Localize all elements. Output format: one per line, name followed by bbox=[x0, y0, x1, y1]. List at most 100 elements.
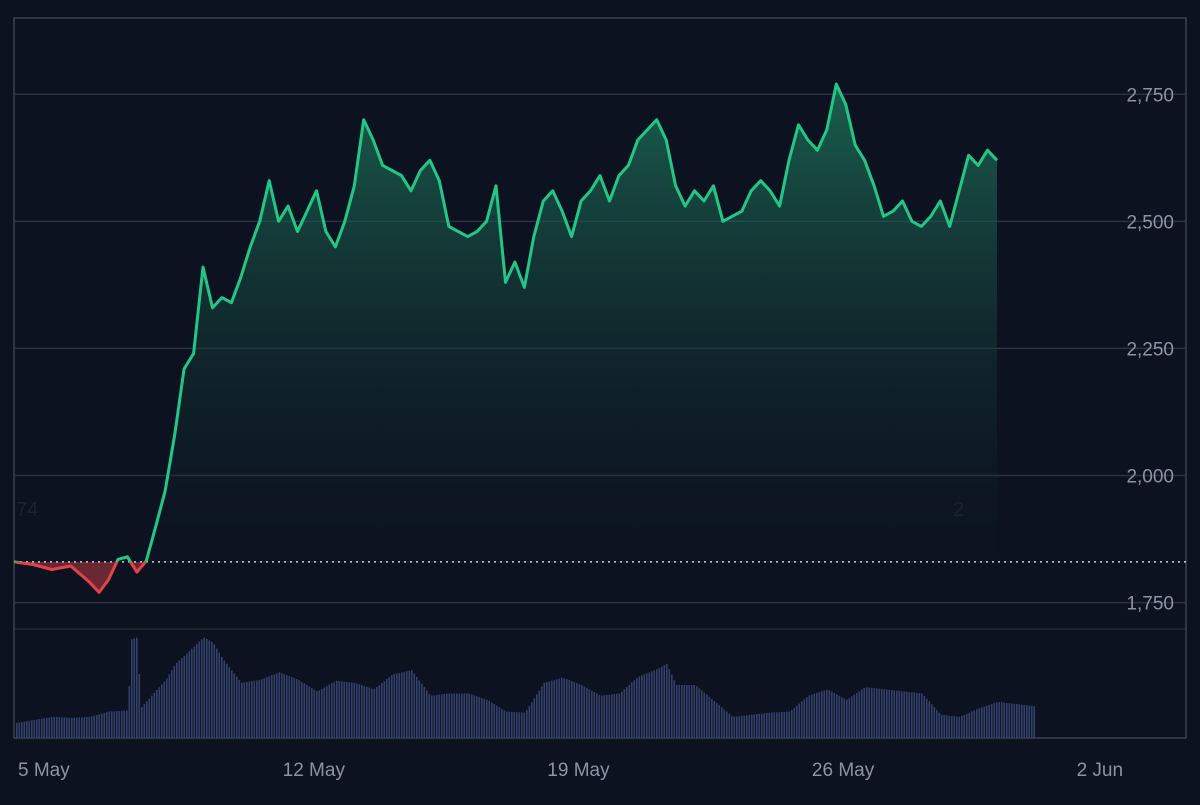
volume-bar bbox=[266, 677, 268, 738]
volume-bar bbox=[23, 721, 26, 738]
volume-bar bbox=[153, 692, 156, 738]
volume-bar bbox=[41, 718, 43, 738]
volume-bar bbox=[106, 712, 108, 738]
volume-bar bbox=[931, 704, 933, 738]
volume-bar bbox=[406, 671, 408, 738]
volume-bar bbox=[426, 690, 428, 738]
volume-bar bbox=[693, 685, 696, 738]
volume-bar bbox=[138, 674, 141, 738]
volume-bar bbox=[481, 697, 483, 738]
volume-bar bbox=[226, 663, 228, 738]
volume-bar bbox=[53, 716, 56, 738]
volume-bar bbox=[398, 672, 401, 738]
volume-bar bbox=[388, 677, 391, 738]
volume-bar bbox=[878, 688, 881, 738]
volume-bar bbox=[33, 719, 36, 738]
volume-bar bbox=[1018, 704, 1021, 738]
volume-bar bbox=[846, 699, 848, 738]
volume-bar bbox=[933, 707, 936, 738]
volume-bar bbox=[526, 710, 528, 738]
volume-bar bbox=[806, 697, 808, 738]
volume-bar bbox=[771, 712, 773, 738]
volume-bar bbox=[746, 715, 748, 738]
volume-bar bbox=[428, 693, 431, 738]
volume-bar bbox=[683, 685, 686, 738]
volume-bar bbox=[56, 717, 58, 738]
volume-bar bbox=[211, 641, 213, 738]
volume-bar bbox=[536, 694, 538, 738]
volume-bar bbox=[611, 694, 613, 738]
volume-bar bbox=[278, 672, 281, 738]
volume-bar bbox=[831, 691, 833, 738]
volume-bar bbox=[111, 711, 113, 738]
volume-bar bbox=[643, 674, 646, 738]
x-tick-label: 2 Jun bbox=[1077, 760, 1123, 781]
volume-bar bbox=[1026, 705, 1028, 738]
volume-bar bbox=[161, 684, 163, 738]
volume-bar bbox=[631, 682, 633, 738]
volume-bar bbox=[368, 687, 371, 738]
volume-bar bbox=[126, 710, 128, 738]
volume-bar bbox=[706, 694, 708, 738]
volume-bar bbox=[976, 709, 978, 738]
volume-bar bbox=[828, 690, 831, 738]
volume-bar bbox=[413, 673, 416, 738]
x-tick-label: 19 May bbox=[547, 760, 610, 781]
y-tick-label: 2,500 bbox=[1126, 212, 1174, 233]
volume-bar bbox=[646, 673, 648, 738]
volume-bar bbox=[736, 716, 738, 738]
volume-bar bbox=[593, 691, 596, 738]
volume-bar bbox=[253, 680, 256, 738]
volume-bar bbox=[1028, 705, 1031, 738]
volume-bar bbox=[376, 687, 378, 738]
volume-bar bbox=[356, 683, 358, 738]
volume-bar bbox=[78, 717, 81, 738]
volume-bar bbox=[641, 675, 643, 738]
volume-bar bbox=[298, 680, 301, 738]
volume-bar bbox=[863, 687, 866, 738]
volume-bar bbox=[391, 675, 393, 738]
volume-bar bbox=[513, 711, 516, 738]
volume-bar bbox=[541, 686, 543, 738]
volume-bar bbox=[961, 715, 963, 738]
volume-bar bbox=[86, 717, 88, 738]
volume-bar bbox=[571, 681, 573, 738]
volume-bar bbox=[816, 692, 818, 738]
volume-bar bbox=[1003, 702, 1006, 738]
volume-bar bbox=[301, 681, 303, 738]
y-tick-label: 2,250 bbox=[1126, 339, 1174, 360]
volume-bar bbox=[968, 712, 971, 738]
volume-bar bbox=[63, 717, 66, 738]
volume-bar bbox=[311, 687, 313, 738]
volume-bar bbox=[183, 655, 186, 738]
volume-bar bbox=[276, 673, 278, 738]
volume-bar bbox=[636, 678, 638, 738]
volume-bar bbox=[31, 720, 33, 738]
volume-bar bbox=[446, 693, 448, 738]
volume-bar bbox=[131, 639, 133, 738]
volume-bar bbox=[338, 681, 341, 738]
volume-bar bbox=[243, 682, 246, 738]
volume-bar bbox=[858, 691, 861, 738]
volume-bar bbox=[93, 715, 96, 738]
volume-bar bbox=[88, 716, 91, 738]
volume-bar bbox=[586, 687, 588, 738]
volume-bar bbox=[281, 673, 283, 738]
volume-bar bbox=[451, 693, 453, 738]
volume-bar bbox=[568, 680, 571, 738]
volume-bar bbox=[716, 703, 718, 738]
volume-bar bbox=[18, 722, 21, 738]
volume-bar bbox=[486, 699, 488, 738]
volume-bar bbox=[511, 711, 513, 738]
volume-bar bbox=[411, 670, 413, 738]
volume-bar bbox=[951, 715, 953, 738]
volume-bar bbox=[241, 682, 243, 738]
volume-bar bbox=[868, 687, 871, 738]
volume-bar bbox=[303, 683, 306, 738]
volume-bar bbox=[753, 714, 756, 738]
volume-bar bbox=[543, 682, 546, 738]
volume-bar bbox=[573, 682, 576, 738]
volume-bar bbox=[938, 712, 941, 738]
volume-bar bbox=[471, 694, 473, 738]
